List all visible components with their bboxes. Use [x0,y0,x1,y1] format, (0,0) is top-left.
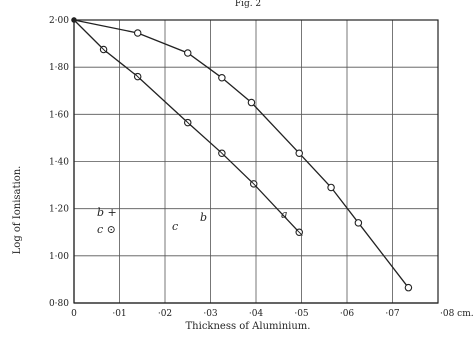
series-line-a [73,19,409,289]
x-tick-label: ·05 [294,309,309,319]
grid [73,19,439,304]
point-cross-mark [250,180,258,188]
y-tick-label: 1·00 [49,252,69,262]
x-tick-label: ·04 [249,309,264,319]
data-point [133,29,142,37]
x-tick-label: ·07 [385,309,400,319]
data-point [247,98,256,107]
x-tick-label: ·06 [340,309,355,319]
point-cross-mark [218,149,226,157]
annotation-b-plus: b + [97,206,117,219]
annotation-b: b [200,211,207,224]
point-cross-mark [100,45,108,54]
y-axis-label: Log of Ionisation. [12,166,23,255]
annotation-c-circle: c ⊙ [97,223,116,236]
annotation-a: a [281,208,288,221]
x-axis-label: Thickness of Aluminium. [186,321,311,332]
y-tick-labels: 0·80 1·00 1·20 1·40 1·60 1·80 2·00 [49,16,69,309]
x-tick-label: ·02 [158,309,172,319]
data-points [71,17,413,292]
y-tick-label: 1·80 [49,63,69,73]
annotation-c: c [172,220,178,233]
y-tick-label: 0·80 [49,299,69,309]
x-tick-label: ·01 [112,309,126,319]
y-tick-label: 1·40 [49,158,69,168]
x-tick-labels: 0 ·01 ·02 ·03 ·04 ·05 ·06 ·07 ·08 cm. [71,309,474,319]
point-cross-mark [134,73,142,81]
x-tick-label: ·08 cm. [440,309,474,319]
point-cross-mark [184,119,192,127]
curves [73,19,409,289]
data-point [295,149,303,157]
data-point [354,219,363,227]
data-point [327,183,335,192]
data-point [218,74,226,82]
y-tick-label: 2·00 [49,16,69,26]
x-tick-label: ·03 [203,309,218,319]
plot-frame [73,19,439,304]
y-tick-label: 1·20 [49,205,69,215]
data-point [71,17,77,23]
x-tick-label: 0 [71,309,77,319]
point-cross-mark [295,228,303,236]
header-fragment: Fig. 2 [235,0,261,9]
data-point [404,283,413,292]
y-tick-label: 1·60 [49,110,69,120]
data-point [184,49,192,57]
